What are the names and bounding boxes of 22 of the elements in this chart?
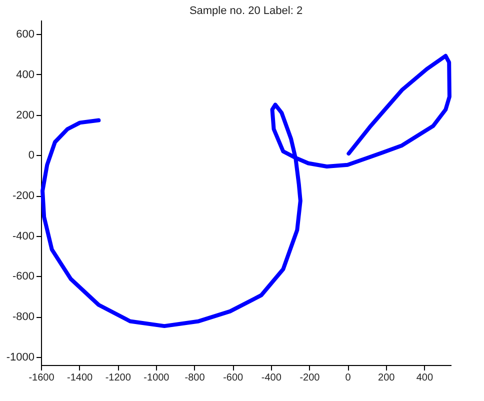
y-tick-label: 600	[16, 28, 34, 41]
y-tick-label: -600	[12, 270, 34, 283]
x-tick-label: -1000	[144, 372, 170, 384]
chart-title: Sample no. 20 Label: 2	[189, 5, 303, 17]
y-tick-label: -800	[12, 311, 34, 324]
y-tick-label: -400	[12, 230, 34, 242]
x-tick-label: -200	[300, 372, 320, 384]
y-tick-label: 400	[16, 68, 34, 81]
x-tick-label: -1200	[105, 372, 132, 384]
y-tick-label: 200	[16, 109, 34, 122]
x-tick-label: 400	[416, 372, 434, 384]
x-tick-label: -400	[261, 372, 282, 384]
x-tick-label: 200	[378, 372, 396, 384]
x-tick-label: -1600	[28, 372, 55, 384]
x-tick-label: 0	[345, 372, 352, 384]
y-tick-label: -200	[12, 190, 34, 202]
x-tick-label: -1400	[67, 372, 94, 384]
y-tick-label: 0	[28, 150, 34, 162]
x-tick-label: -800	[184, 372, 206, 384]
x-tick-label: -600	[223, 372, 244, 384]
y-tick-label: -1000	[6, 351, 34, 364]
line-series	[40, 54, 452, 328]
